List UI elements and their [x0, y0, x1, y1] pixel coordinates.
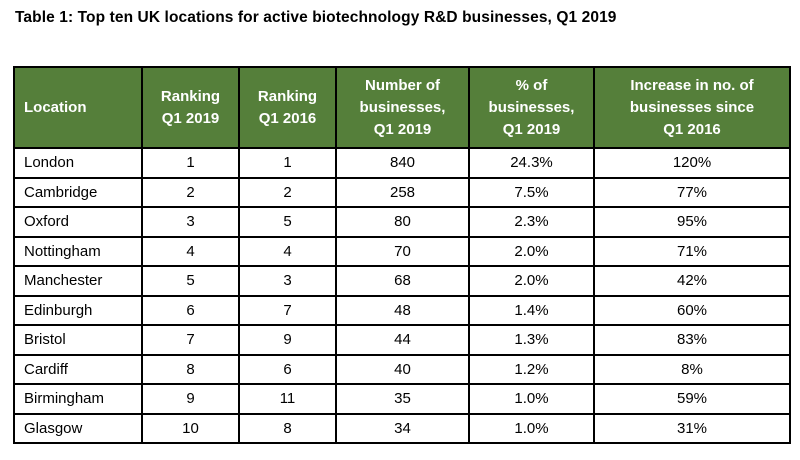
cell-increase: 60%: [593, 294, 791, 326]
table-row: London 1 1 840 24.3% 120%: [13, 147, 791, 179]
cell-pct: 2.3%: [468, 206, 595, 238]
table-row: Edinburgh 6 7 48 1.4% 60%: [13, 294, 791, 326]
cell-ranking-2019: 1: [141, 147, 240, 179]
cell-businesses: 44: [335, 324, 470, 356]
cell-pct: 1.0%: [468, 412, 595, 444]
cell-businesses: 34: [335, 412, 470, 444]
cell-businesses: 70: [335, 235, 470, 267]
header-row: Location Ranking Q1 2019 Ranking Q1 2016…: [13, 66, 791, 149]
cell-ranking-2016: 11: [238, 383, 337, 415]
cell-pct: 1.3%: [468, 324, 595, 356]
cell-businesses: 68: [335, 265, 470, 297]
cell-ranking-2019: 10: [141, 412, 240, 444]
cell-ranking-2016: 2: [238, 176, 337, 208]
cell-ranking-2019: 4: [141, 235, 240, 267]
cell-ranking-2019: 8: [141, 353, 240, 385]
cell-location: Oxford: [13, 206, 143, 238]
cell-increase: 59%: [593, 383, 791, 415]
cell-location: Nottingham: [13, 235, 143, 267]
cell-ranking-2019: 5: [141, 265, 240, 297]
cell-ranking-2016: 1: [238, 147, 337, 179]
cell-location: Cardiff: [13, 353, 143, 385]
cell-location: Bristol: [13, 324, 143, 356]
cell-increase: 8%: [593, 353, 791, 385]
cell-businesses: 258: [335, 176, 470, 208]
table-row: Birmingham 9 11 35 1.0% 59%: [13, 383, 791, 415]
cell-location: Manchester: [13, 265, 143, 297]
table-body: London 1 1 840 24.3% 120% Cambridge 2 2 …: [13, 147, 791, 444]
cell-pct: 2.0%: [468, 265, 595, 297]
cell-pct: 24.3%: [468, 147, 595, 179]
cell-ranking-2016: 3: [238, 265, 337, 297]
cell-ranking-2019: 2: [141, 176, 240, 208]
cell-ranking-2019: 9: [141, 383, 240, 415]
cell-businesses: 80: [335, 206, 470, 238]
cell-increase: 77%: [593, 176, 791, 208]
table-row: Manchester 5 3 68 2.0% 42%: [13, 265, 791, 297]
cell-ranking-2016: 5: [238, 206, 337, 238]
cell-pct: 1.4%: [468, 294, 595, 326]
cell-businesses: 35: [335, 383, 470, 415]
cell-ranking-2019: 3: [141, 206, 240, 238]
cell-businesses: 48: [335, 294, 470, 326]
table-caption: Table 1: Top ten UK locations for active…: [15, 9, 617, 26]
biotech-locations-table: Location Ranking Q1 2019 Ranking Q1 2016…: [13, 66, 791, 444]
header-number-of-businesses: Number of businesses, Q1 2019: [335, 66, 470, 149]
cell-location: London: [13, 147, 143, 179]
header-location: Location: [13, 66, 143, 149]
cell-businesses: 840: [335, 147, 470, 179]
header-increase-since-q1-2016: Increase in no. of businesses since Q1 2…: [593, 66, 791, 149]
table-header: Location Ranking Q1 2019 Ranking Q1 2016…: [13, 66, 791, 149]
cell-pct: 7.5%: [468, 176, 595, 208]
cell-ranking-2016: 4: [238, 235, 337, 267]
table-row: Oxford 3 5 80 2.3% 95%: [13, 206, 791, 238]
header-pct-of-businesses: % of businesses, Q1 2019: [468, 66, 595, 149]
cell-location: Cambridge: [13, 176, 143, 208]
cell-ranking-2016: 8: [238, 412, 337, 444]
cell-location: Birmingham: [13, 383, 143, 415]
header-ranking-q1-2019: Ranking Q1 2019: [141, 66, 240, 149]
cell-increase: 71%: [593, 235, 791, 267]
table-row: Glasgow 10 8 34 1.0% 31%: [13, 412, 791, 444]
cell-pct: 1.2%: [468, 353, 595, 385]
cell-location: Edinburgh: [13, 294, 143, 326]
cell-increase: 120%: [593, 147, 791, 179]
cell-ranking-2019: 7: [141, 324, 240, 356]
table-row: Nottingham 4 4 70 2.0% 71%: [13, 235, 791, 267]
cell-location: Glasgow: [13, 412, 143, 444]
cell-increase: 42%: [593, 265, 791, 297]
cell-increase: 31%: [593, 412, 791, 444]
cell-businesses: 40: [335, 353, 470, 385]
cell-increase: 95%: [593, 206, 791, 238]
header-ranking-q1-2016: Ranking Q1 2016: [238, 66, 337, 149]
cell-ranking-2016: 6: [238, 353, 337, 385]
cell-increase: 83%: [593, 324, 791, 356]
cell-pct: 1.0%: [468, 383, 595, 415]
cell-ranking-2016: 7: [238, 294, 337, 326]
cell-ranking-2019: 6: [141, 294, 240, 326]
table-row: Bristol 7 9 44 1.3% 83%: [13, 324, 791, 356]
table-row: Cambridge 2 2 258 7.5% 77%: [13, 176, 791, 208]
cell-ranking-2016: 9: [238, 324, 337, 356]
table-row: Cardiff 8 6 40 1.2% 8%: [13, 353, 791, 385]
cell-pct: 2.0%: [468, 235, 595, 267]
